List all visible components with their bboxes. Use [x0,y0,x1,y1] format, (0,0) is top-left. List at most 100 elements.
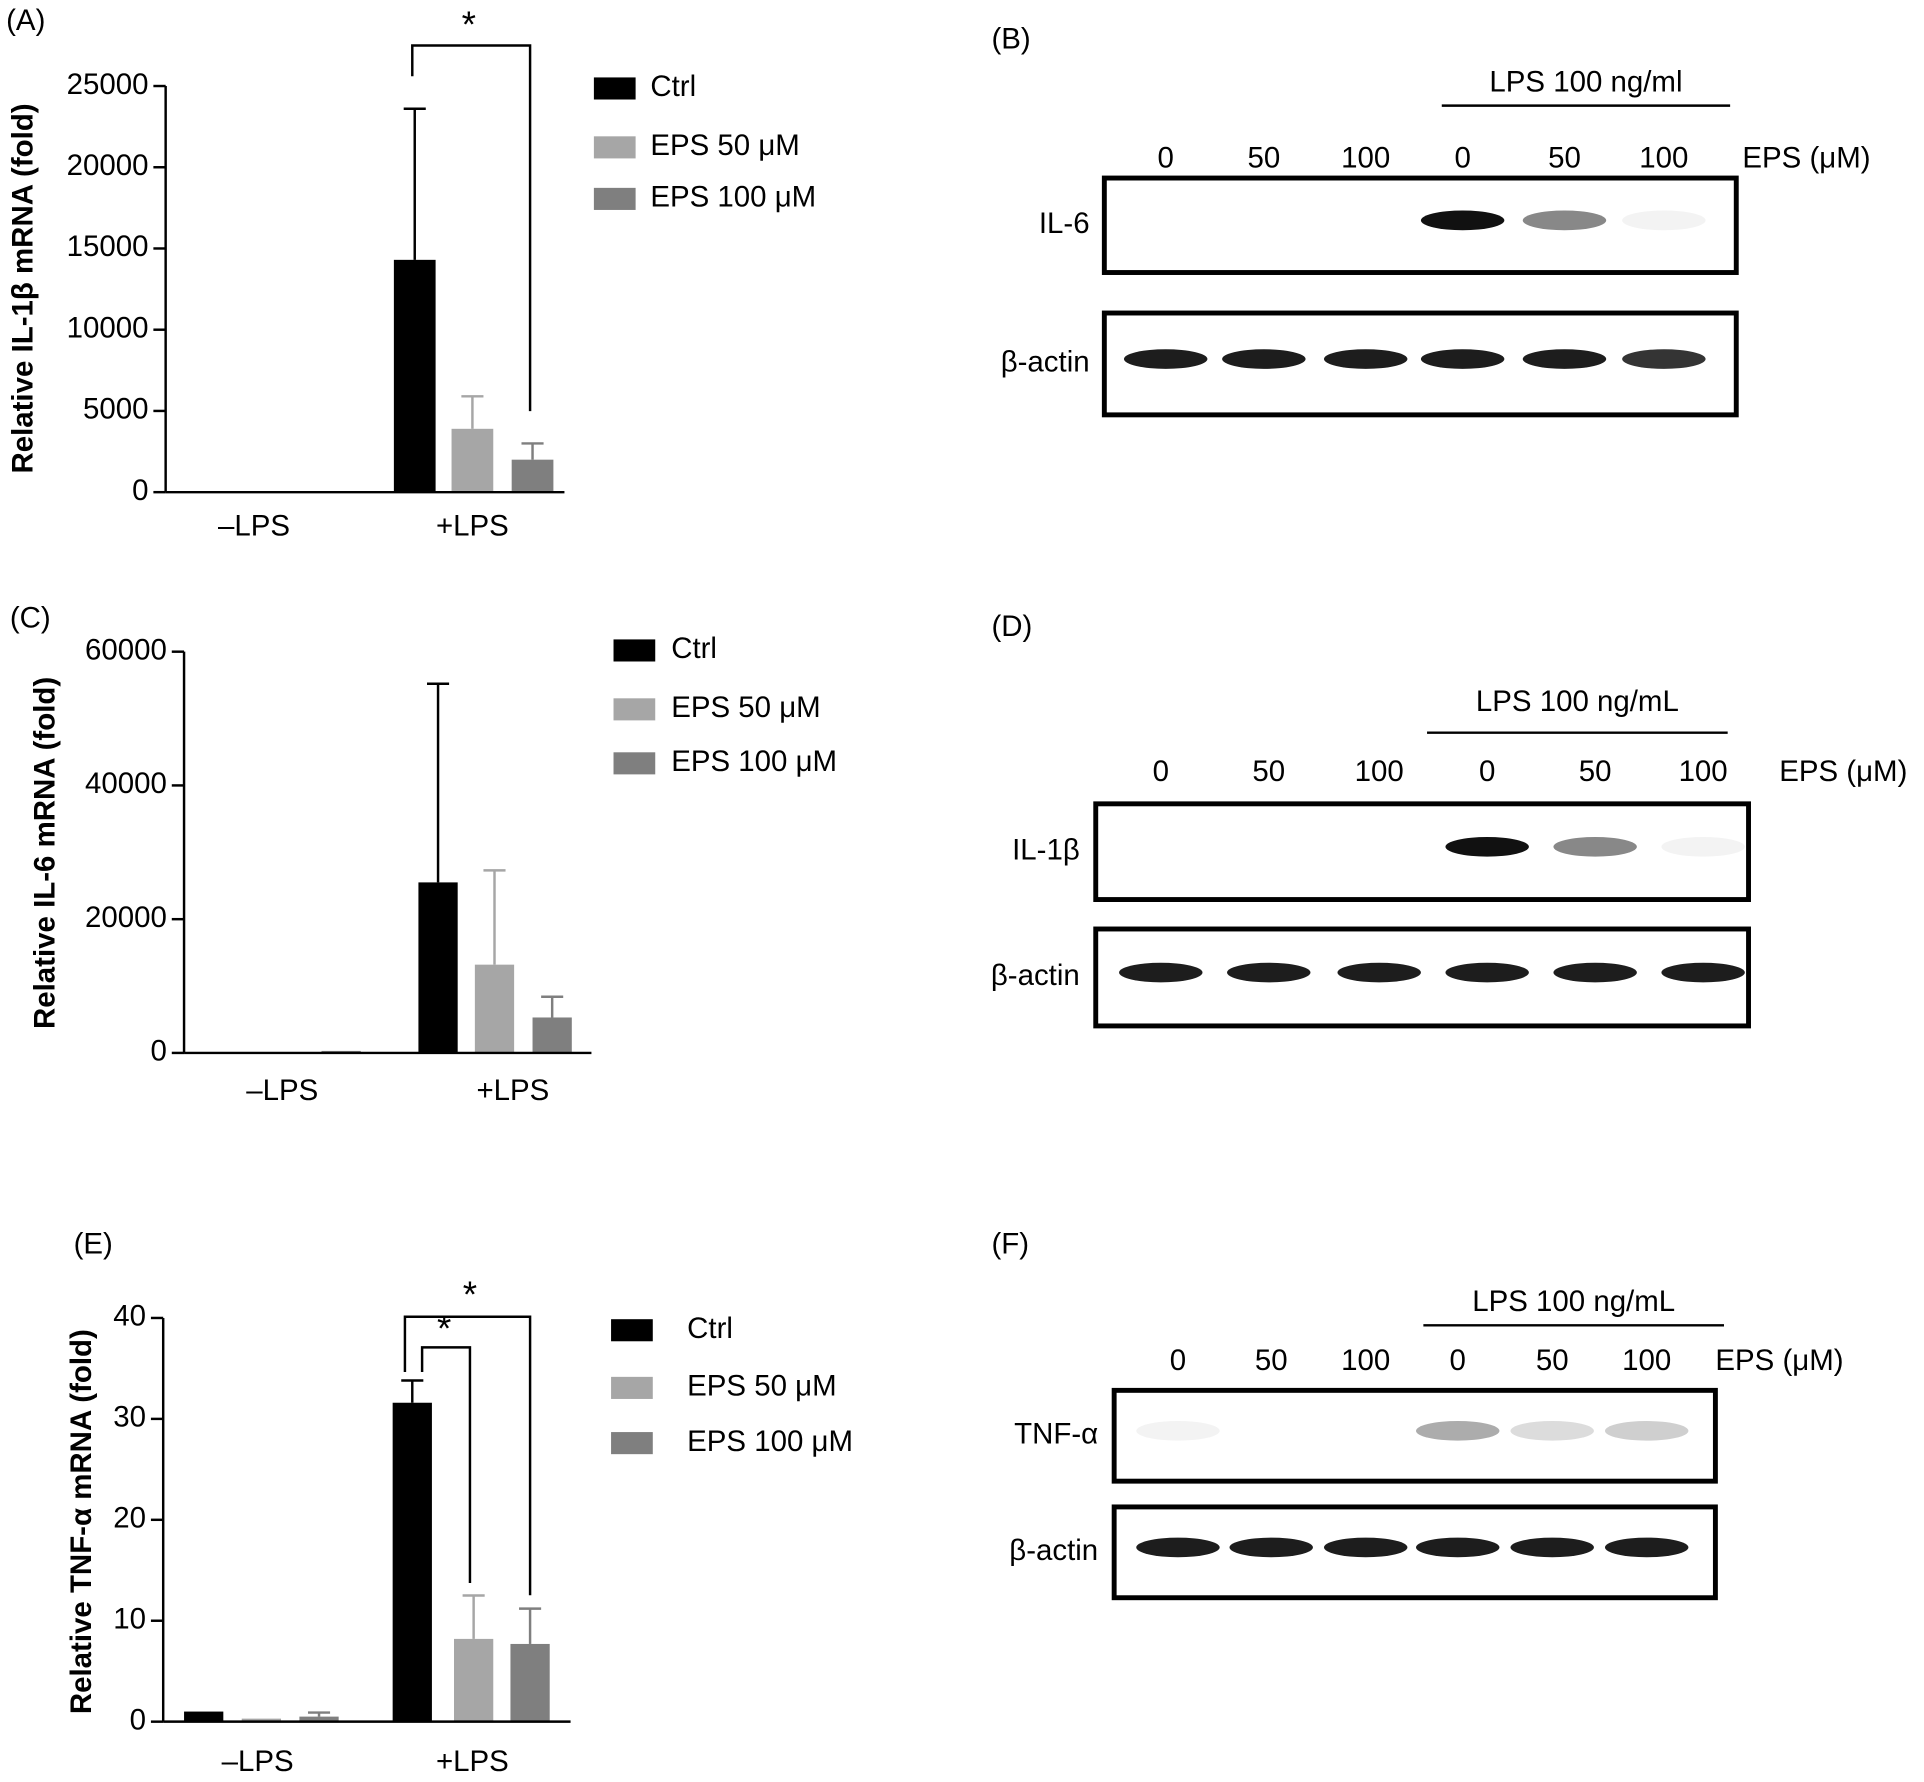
lane-label: 100 [1355,755,1404,788]
band [1136,1537,1220,1558]
band [1136,1421,1220,1441]
band [1661,836,1745,857]
bar [532,1017,572,1053]
lane-label: 100 [1639,141,1688,174]
treatment-label: LPS 100 ng/mL [1472,1285,1675,1318]
bar [184,1711,224,1722]
bar [299,1716,339,1722]
y-tick-label: 20000 [67,149,149,182]
band [1604,1421,1689,1441]
row-label: IL-1β [1012,833,1080,866]
legend-label: EPS 100 μM [671,745,837,778]
lane-label: 50 [1579,755,1612,788]
lane-unit: EPS (μM) [1779,755,1907,788]
y-tick-label: 10000 [67,311,149,344]
bar [510,1643,550,1722]
lane-label: 50 [1548,141,1581,174]
legend-swatch [593,136,636,159]
y-tick-label: 20000 [85,901,167,934]
significance-star: * [463,1274,477,1315]
bar [511,459,554,493]
significance-bracket [411,44,532,412]
band [1522,210,1607,231]
legend-swatch [613,752,656,775]
band [1227,837,1310,857]
legend-label: EPS 100 μM [650,181,816,214]
y-tick-label: 40 [113,1300,146,1333]
band [1522,349,1607,369]
y-tick-label: 20 [113,1502,146,1535]
error-bar [307,1711,331,1717]
error-bar [461,395,484,429]
legend-label: EPS 50 μM [687,1370,836,1403]
treatment-label: LPS 100 ng/ml [1489,65,1682,98]
band [1445,836,1529,857]
lane-label: 50 [1255,1344,1288,1377]
x-tick-label: –LPS [222,1745,294,1777]
lane-unit: EPS (μM) [1742,141,1870,174]
legend-label: EPS 50 μM [650,129,800,162]
band [1324,1421,1407,1441]
band [1553,962,1637,983]
band [1337,962,1421,983]
bar [392,1402,432,1722]
y-tick-label: 60000 [85,633,167,666]
panel-label: (D) [991,610,1032,643]
legend-swatch [611,1319,653,1342]
x-tick-label: –LPS [218,510,290,543]
band [1337,837,1420,857]
y-tick-label: 5000 [83,393,149,426]
blot-frame [1093,926,1751,1029]
panel-label: (C) [10,602,51,635]
legend-label: EPS 50 μM [671,691,821,724]
lane-label: 0 [1454,141,1470,174]
treatment-label: LPS 100 ng/mL [1476,685,1679,718]
y-axis-label: Relative TNF-α mRNA (fold) [65,1329,98,1714]
band [1416,1421,1500,1441]
legend-swatch [593,77,636,100]
panel-label: (B) [991,22,1030,55]
y-tick-label: 0 [132,474,148,507]
lane-label: 50 [1536,1344,1569,1377]
band [1420,210,1505,231]
band [1604,1537,1689,1558]
error-bar [401,1379,424,1403]
error-bar [541,995,564,1018]
legend-label: Ctrl [650,70,696,103]
band [1510,1537,1594,1558]
significance-bracket [403,1315,532,1596]
legend-label: Ctrl [671,632,717,665]
blot-frame [1101,175,1739,275]
error-bar [483,869,506,965]
band [1323,1537,1408,1558]
y-tick-label: 40000 [85,767,167,800]
y-tick-label: 0 [130,1703,146,1736]
x-tick-label: –LPS [246,1074,318,1107]
lane-label: 100 [1341,141,1390,174]
significance-star: * [437,1308,451,1349]
bar [474,964,515,1053]
band [1124,211,1207,231]
band [1510,1421,1594,1441]
lane-label: 0 [1158,141,1174,174]
band [1324,211,1407,231]
error-bar [427,682,450,883]
band [1323,349,1408,369]
lane-label: 0 [1450,1344,1466,1377]
panel-label: (E) [74,1227,113,1260]
band [1227,962,1311,983]
band [1119,962,1203,983]
lane-label: 50 [1247,141,1280,174]
y-axis-label: Relative IL-1β mRNA (fold) [6,103,39,473]
bar-chart: (E) Relative TNF-α mRNA (fold) 0 10 20 30 40 Ct… [65,1227,853,1778]
x-tick-label: +LPS [436,510,509,543]
blot-frame [1093,801,1751,902]
lane-label: 100 [1622,1344,1671,1377]
band [1445,962,1529,983]
bar [241,1718,281,1722]
legend-swatch [611,1432,653,1455]
band [1553,836,1637,857]
row-label: TNF-α [1014,1418,1098,1451]
panel-label: (A) [6,4,45,37]
